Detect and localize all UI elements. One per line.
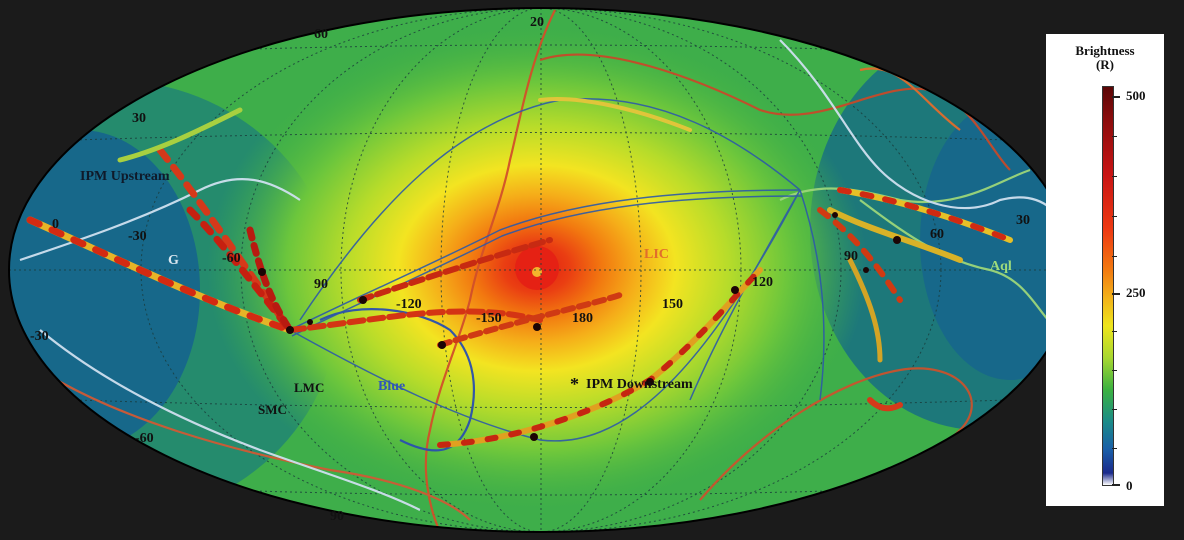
grid-label-lat-m30: -30	[30, 329, 49, 344]
colorbar-legend: Brightness (R) 500 250 0	[1046, 34, 1164, 506]
grid-label-lon-120: 120	[752, 275, 773, 290]
grid-label-lon-m30: -30	[128, 229, 147, 244]
colorbar-tick	[1112, 331, 1117, 332]
colorbar-tick	[1112, 370, 1117, 371]
grid-label-lon-90: 90	[314, 277, 328, 292]
colorbar-title-line2: (R)	[1095, 57, 1115, 72]
grid-label-lon-150: 150	[662, 297, 683, 312]
colorbar-tick	[1112, 293, 1120, 295]
grid-label-lon-180: 180	[572, 311, 593, 326]
colorbar-label-0: 0	[1126, 478, 1133, 493]
grid-label-lat-60: 60	[314, 27, 328, 42]
colorbar-tick	[1112, 216, 1117, 217]
label-aql-cloud: Aql	[990, 259, 1012, 274]
grid-label-lon-m120: -120	[396, 297, 422, 312]
colorbar-tick	[1112, 448, 1117, 449]
colorbar-tick	[1112, 409, 1117, 410]
colorbar-label-500: 500	[1126, 88, 1146, 103]
grid-label-lon-m150: -150	[476, 311, 502, 326]
colorbar-title-line1: Brightness	[1075, 43, 1135, 58]
colorbar-tick	[1112, 176, 1117, 177]
grid-label-lon-m60: -60	[222, 251, 241, 266]
label-lic-cloud: LIC	[644, 247, 669, 262]
colorbar-tick	[1112, 96, 1120, 98]
grid-label-lon-90-right: 90	[844, 249, 858, 264]
grid-label-lat-30: 30	[132, 111, 146, 126]
colorbar-tick	[1112, 484, 1120, 486]
label-ipm-downstream: IPM Downstream	[586, 377, 693, 392]
grid-label-lon-30: 30	[1016, 213, 1030, 228]
downstream-star-icon: *	[570, 374, 579, 394]
label-lmc: LMC	[294, 380, 324, 395]
label-blue-cloud: Blue	[378, 379, 405, 394]
grid-label-lat-0: 0	[52, 217, 59, 232]
grid-label-lon-60: 60	[930, 227, 944, 242]
grid-label-top-20: 20	[530, 15, 544, 30]
label-smc: SMC	[258, 402, 287, 417]
colorbar-tick	[1112, 256, 1117, 257]
label-ipm-upstream: IPM Upstream	[80, 169, 170, 184]
colorbar-tick	[1112, 136, 1117, 137]
grid-label-lat-m60: -60	[135, 431, 154, 446]
grid-label-bottom-90: 90	[330, 509, 344, 524]
colorbar-gradient	[1102, 86, 1114, 486]
label-g-cloud: G	[168, 253, 179, 268]
colorbar-title: Brightness (R)	[1046, 44, 1164, 72]
colorbar-label-250: 250	[1126, 285, 1146, 300]
